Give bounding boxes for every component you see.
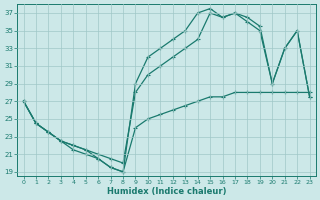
X-axis label: Humidex (Indice chaleur): Humidex (Indice chaleur) <box>107 187 226 196</box>
